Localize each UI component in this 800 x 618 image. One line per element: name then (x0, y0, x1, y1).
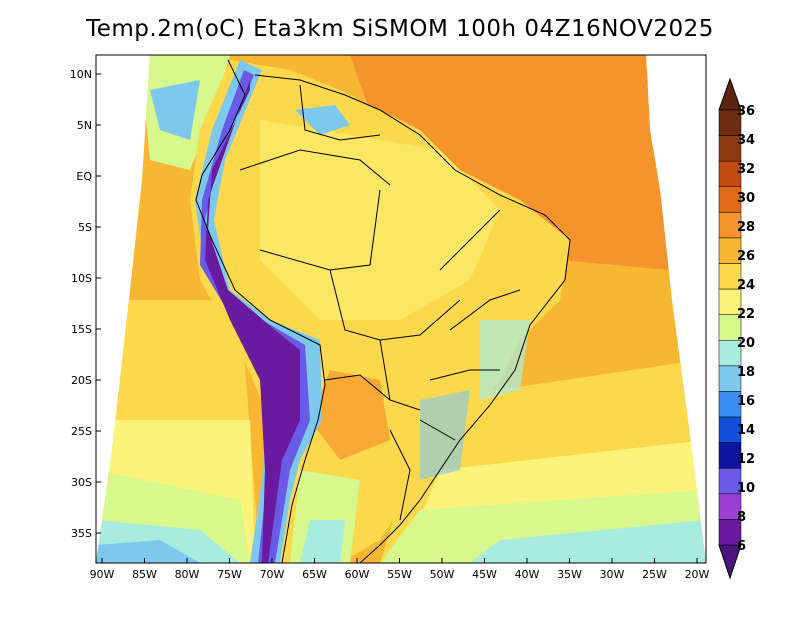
lat-tick-label: 30S (71, 476, 92, 489)
lon-tick-label: 90W (90, 568, 115, 581)
lat-tick-label: 10N (70, 68, 92, 81)
longitude-axis: 90W 85W 80W 75W 70W 65W 60W 55W 50W 45W 40W 35W 30W 2… (90, 558, 710, 581)
latitude-axis: 10N 5N EQ 5S 10S 15S 20S 25S 30S 35S (70, 68, 101, 540)
colorbar-label: 6 (737, 539, 746, 554)
colorbar-label: 10 (737, 481, 755, 496)
lat-tick-label: 20S (71, 374, 92, 387)
lon-tick-label: 85W (132, 568, 157, 581)
colorbar-label: 14 (737, 423, 755, 438)
lon-tick-label: 30W (600, 568, 625, 581)
colorbar-label: 18 (737, 365, 755, 380)
lon-tick-label: 20W (685, 568, 710, 581)
lat-tick-label: EQ (76, 170, 92, 183)
lat-tick-label: 35S (71, 527, 92, 540)
colorbar: 36 34 32 30 28 26 24 22 20 18 16 14 12 10 8 6 (718, 77, 755, 580)
lon-tick-label: 40W (515, 568, 540, 581)
country-borders (195, 59, 571, 563)
colorbar-label: 8 (737, 510, 746, 525)
lon-tick-label: 75W (217, 568, 242, 581)
lat-tick-label: 15S (71, 323, 92, 336)
lon-tick-label: 55W (387, 568, 412, 581)
colorbar-label: 24 (737, 278, 755, 293)
lat-tick-label: 10S (71, 272, 92, 285)
colorbar-label: 22 (737, 307, 755, 322)
colorbar-label: 12 (737, 452, 755, 467)
colorbar-label: 30 (737, 191, 755, 206)
colorbar-label: 36 (737, 104, 755, 119)
colorbar-label: 26 (737, 249, 755, 264)
colorbar-label: 20 (737, 336, 755, 351)
lon-tick-label: 45W (472, 568, 497, 581)
colorbar-label: 34 (737, 133, 755, 148)
lon-tick-label: 25W (642, 568, 667, 581)
lat-tick-label: 5S (78, 221, 92, 234)
lon-tick-label: 35W (557, 568, 582, 581)
map-frame (95, 54, 707, 564)
colorbar-segment (718, 519, 742, 546)
lat-tick-label: 5N (77, 119, 92, 132)
lon-tick-label: 70W (260, 568, 285, 581)
map-title: Temp.2m(oC) Eta3km SiSMOM 100h 04Z16NOV2… (86, 16, 714, 42)
temperature-field (96, 55, 706, 563)
colorbar-label: 16 (737, 394, 755, 409)
lat-tick-label: 25S (71, 425, 92, 438)
lon-tick-label: 65W (302, 568, 327, 581)
lon-tick-label: 60W (345, 568, 370, 581)
colorbar-label: 32 (737, 162, 755, 177)
colorbar-label: 28 (737, 220, 755, 235)
lon-tick-label: 80W (175, 568, 200, 581)
lon-tick-label: 50W (430, 568, 455, 581)
